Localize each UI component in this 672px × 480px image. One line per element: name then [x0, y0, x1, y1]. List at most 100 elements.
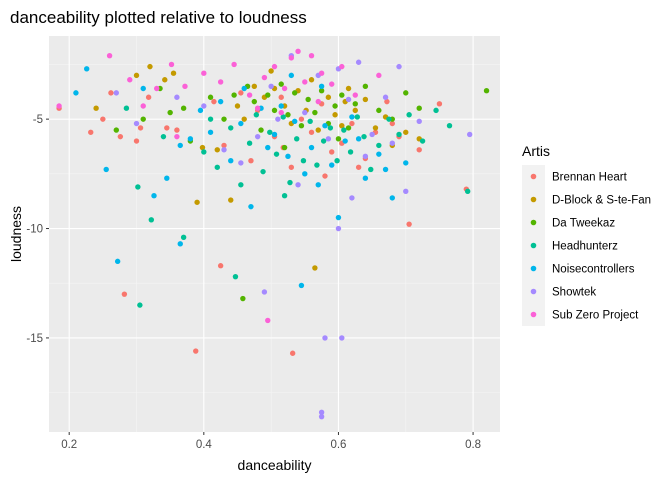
data-point — [349, 120, 355, 127]
data-point — [271, 131, 278, 138]
data-point — [251, 83, 258, 90]
data-point — [271, 63, 278, 70]
data-point — [108, 90, 114, 96]
data-point — [207, 129, 214, 135]
data-point — [254, 105, 261, 111]
data-point — [106, 52, 113, 59]
data-point — [325, 136, 332, 142]
data-point — [123, 105, 130, 111]
data-point — [214, 164, 220, 170]
data-point — [298, 123, 305, 129]
data-point — [298, 282, 305, 289]
data-point — [241, 85, 247, 92]
data-point — [382, 166, 389, 173]
legend-swatch — [530, 196, 537, 203]
data-point — [275, 116, 281, 122]
data-point — [291, 90, 298, 96]
data-point — [339, 123, 345, 129]
data-point — [228, 125, 234, 131]
data-point — [312, 109, 318, 116]
data-point — [362, 96, 369, 103]
data-point — [273, 151, 280, 157]
data-point — [83, 66, 90, 72]
data-point — [114, 258, 121, 265]
x-tick-label: 0.2 — [61, 439, 77, 451]
data-point — [281, 144, 288, 151]
data-point — [253, 112, 260, 118]
data-point — [180, 234, 187, 240]
data-point — [271, 107, 278, 114]
data-point — [396, 63, 402, 70]
data-point — [127, 77, 133, 83]
data-point — [376, 142, 382, 149]
x-axis: 0.2 0.4 0.6 0.8 — [61, 432, 481, 451]
data-point — [246, 92, 253, 98]
data-point — [318, 87, 325, 94]
data-point — [308, 144, 315, 151]
data-point — [265, 317, 271, 324]
data-point — [201, 103, 207, 109]
data-point — [416, 118, 422, 125]
legend-title: Artis — [522, 143, 550, 159]
data-point — [238, 182, 244, 188]
data-point — [100, 116, 106, 122]
data-point — [300, 158, 307, 164]
data-point — [251, 98, 258, 105]
data-point — [278, 109, 284, 116]
data-point — [221, 147, 227, 153]
data-point — [133, 120, 140, 127]
data-point — [406, 112, 412, 118]
data-point — [307, 118, 313, 125]
data-point — [194, 199, 200, 205]
legend-label: Showtek — [552, 287, 596, 299]
data-point — [386, 116, 392, 122]
data-point — [201, 149, 207, 155]
data-point — [148, 217, 155, 223]
legend-swatch — [530, 242, 537, 249]
data-point — [93, 105, 99, 111]
major-gridlines — [49, 36, 500, 432]
data-point — [117, 133, 124, 140]
data-point — [318, 413, 325, 420]
data-point — [88, 129, 94, 135]
data-point — [419, 138, 426, 144]
data-point — [174, 94, 180, 100]
data-point — [322, 335, 328, 341]
data-point — [318, 409, 325, 416]
x-tick-label: 0.8 — [465, 439, 481, 451]
data-point — [329, 81, 335, 87]
data-point — [170, 70, 177, 76]
legend-swatch — [530, 173, 537, 180]
data-point — [240, 295, 246, 302]
data-point — [382, 94, 389, 100]
data-point — [322, 173, 328, 179]
data-point — [355, 59, 362, 65]
data-point — [325, 94, 332, 100]
data-point — [280, 114, 286, 120]
data-point — [362, 153, 369, 160]
data-point — [238, 120, 244, 127]
data-point — [261, 74, 268, 81]
y-axis-title: loudness — [8, 206, 24, 262]
data-point — [217, 98, 224, 105]
data-point — [305, 96, 311, 103]
data-point — [396, 131, 402, 138]
data-point — [335, 214, 342, 221]
y-tick-label: -10 — [26, 224, 43, 236]
data-point — [201, 70, 207, 76]
y-tick-label: -15 — [26, 333, 43, 345]
data-point — [349, 195, 355, 201]
data-point — [103, 166, 109, 173]
data-point — [133, 138, 140, 144]
data-point — [140, 116, 146, 122]
data-point — [221, 116, 227, 122]
data-point — [376, 151, 382, 157]
data-point — [207, 94, 214, 100]
data-point — [467, 131, 473, 138]
data-point — [133, 72, 140, 79]
data-point — [403, 160, 409, 166]
data-point — [318, 70, 325, 76]
legend-swatch — [530, 311, 537, 318]
data-point — [113, 127, 120, 133]
legend-label: Headhunterz — [552, 241, 618, 253]
